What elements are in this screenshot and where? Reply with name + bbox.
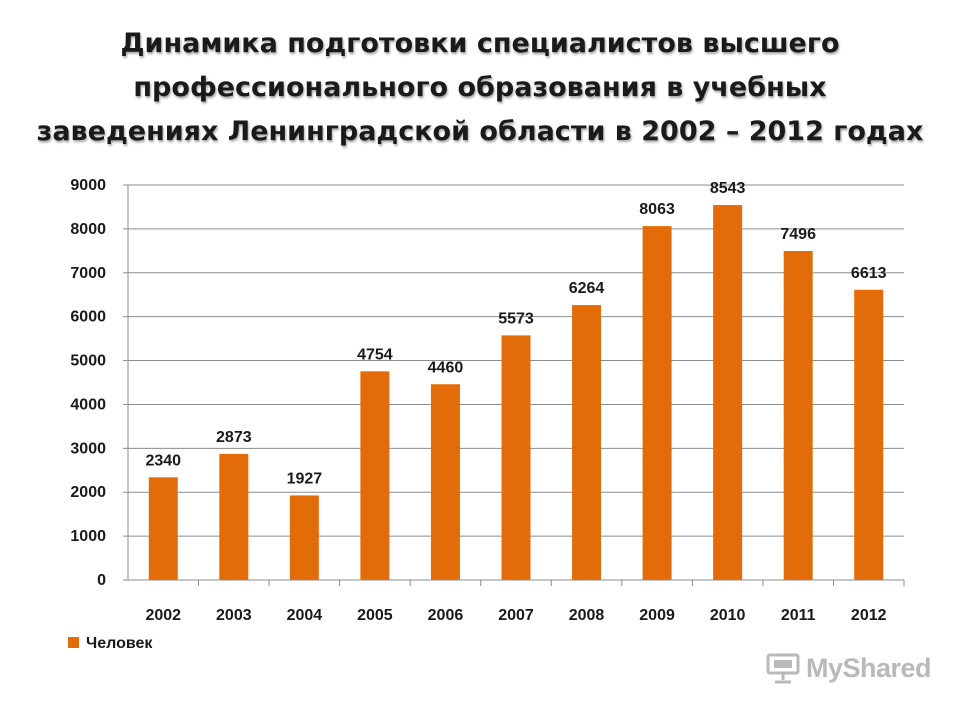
bar: [501, 335, 531, 580]
x-tick-label: 2012: [851, 607, 887, 624]
y-tick-label: 3000: [70, 440, 106, 457]
y-tick-label: 4000: [70, 396, 106, 413]
x-tick-label: 2005: [357, 607, 393, 624]
legend-label: Человек: [86, 635, 153, 652]
data-label: 6264: [569, 280, 605, 297]
data-label: 8063: [639, 201, 675, 218]
data-label: 2873: [216, 429, 252, 446]
y-tick-label: 0: [97, 572, 106, 589]
bar: [642, 226, 672, 580]
x-tick-label: 2008: [569, 607, 605, 624]
bar: [219, 453, 249, 580]
data-label: 8543: [710, 180, 746, 197]
y-tick-label: 2000: [70, 484, 106, 501]
y-tick-label: 7000: [70, 265, 106, 282]
x-tick-label: 2006: [428, 607, 464, 624]
x-tick-label: 2004: [287, 607, 323, 624]
watermark-text: MyShared: [806, 652, 932, 683]
title-line-2: профессионального образования в учебных: [133, 72, 827, 103]
slide-title: Динамика подготовки специалистов высшего…: [0, 22, 960, 154]
legend: Человек: [68, 635, 153, 652]
data-label: 4460: [428, 359, 464, 376]
x-tick-label: 2003: [216, 607, 252, 624]
y-axis-tick-labels: 0 1000 2000 3000 4000 5000 6000 7000 8000 9000: [70, 177, 106, 589]
y-tick-label: 6000: [70, 309, 106, 326]
bar: [713, 205, 743, 580]
data-label: 2340: [145, 452, 181, 469]
watermark-logo: MyShared: [766, 652, 932, 684]
data-label: 7496: [780, 226, 816, 243]
data-label: 5573: [498, 310, 534, 327]
presentation-board-icon: [766, 653, 800, 684]
x-tick-label: 2007: [498, 607, 534, 624]
y-tick-label: 5000: [70, 353, 106, 370]
bars: [148, 205, 884, 580]
x-tick-label: 2002: [145, 607, 181, 624]
bar: [289, 495, 319, 580]
y-tick-label: 8000: [70, 221, 106, 238]
title-line-1: Динамика подготовки специалистов высшего: [120, 28, 840, 59]
bar: [430, 384, 460, 580]
y-tick-label: 9000: [70, 177, 106, 194]
x-tick-label: 2011: [781, 607, 816, 624]
bar: [148, 477, 178, 580]
x-axis: 2002 2003 2004 2005 2006 2007 2008 2009 2010 2011…: [127, 185, 905, 624]
bar: [854, 289, 884, 580]
bar: [783, 251, 813, 580]
data-labels: 2340 2873 1927 4754 4460 5573 6264 8063 8543 7496…: [145, 180, 886, 487]
title-line-3: заведениях Ленинградской области в 2002 …: [36, 116, 924, 147]
y-tick-label: 1000: [70, 528, 106, 545]
legend-swatch: [68, 637, 79, 648]
bar: [572, 305, 602, 580]
data-label: 1927: [287, 470, 323, 487]
data-label: 6613: [851, 265, 887, 282]
data-label: 4754: [357, 346, 393, 363]
bar: [360, 371, 390, 580]
x-tick-label: 2010: [710, 607, 746, 624]
x-tick-label: 2009: [639, 607, 675, 624]
